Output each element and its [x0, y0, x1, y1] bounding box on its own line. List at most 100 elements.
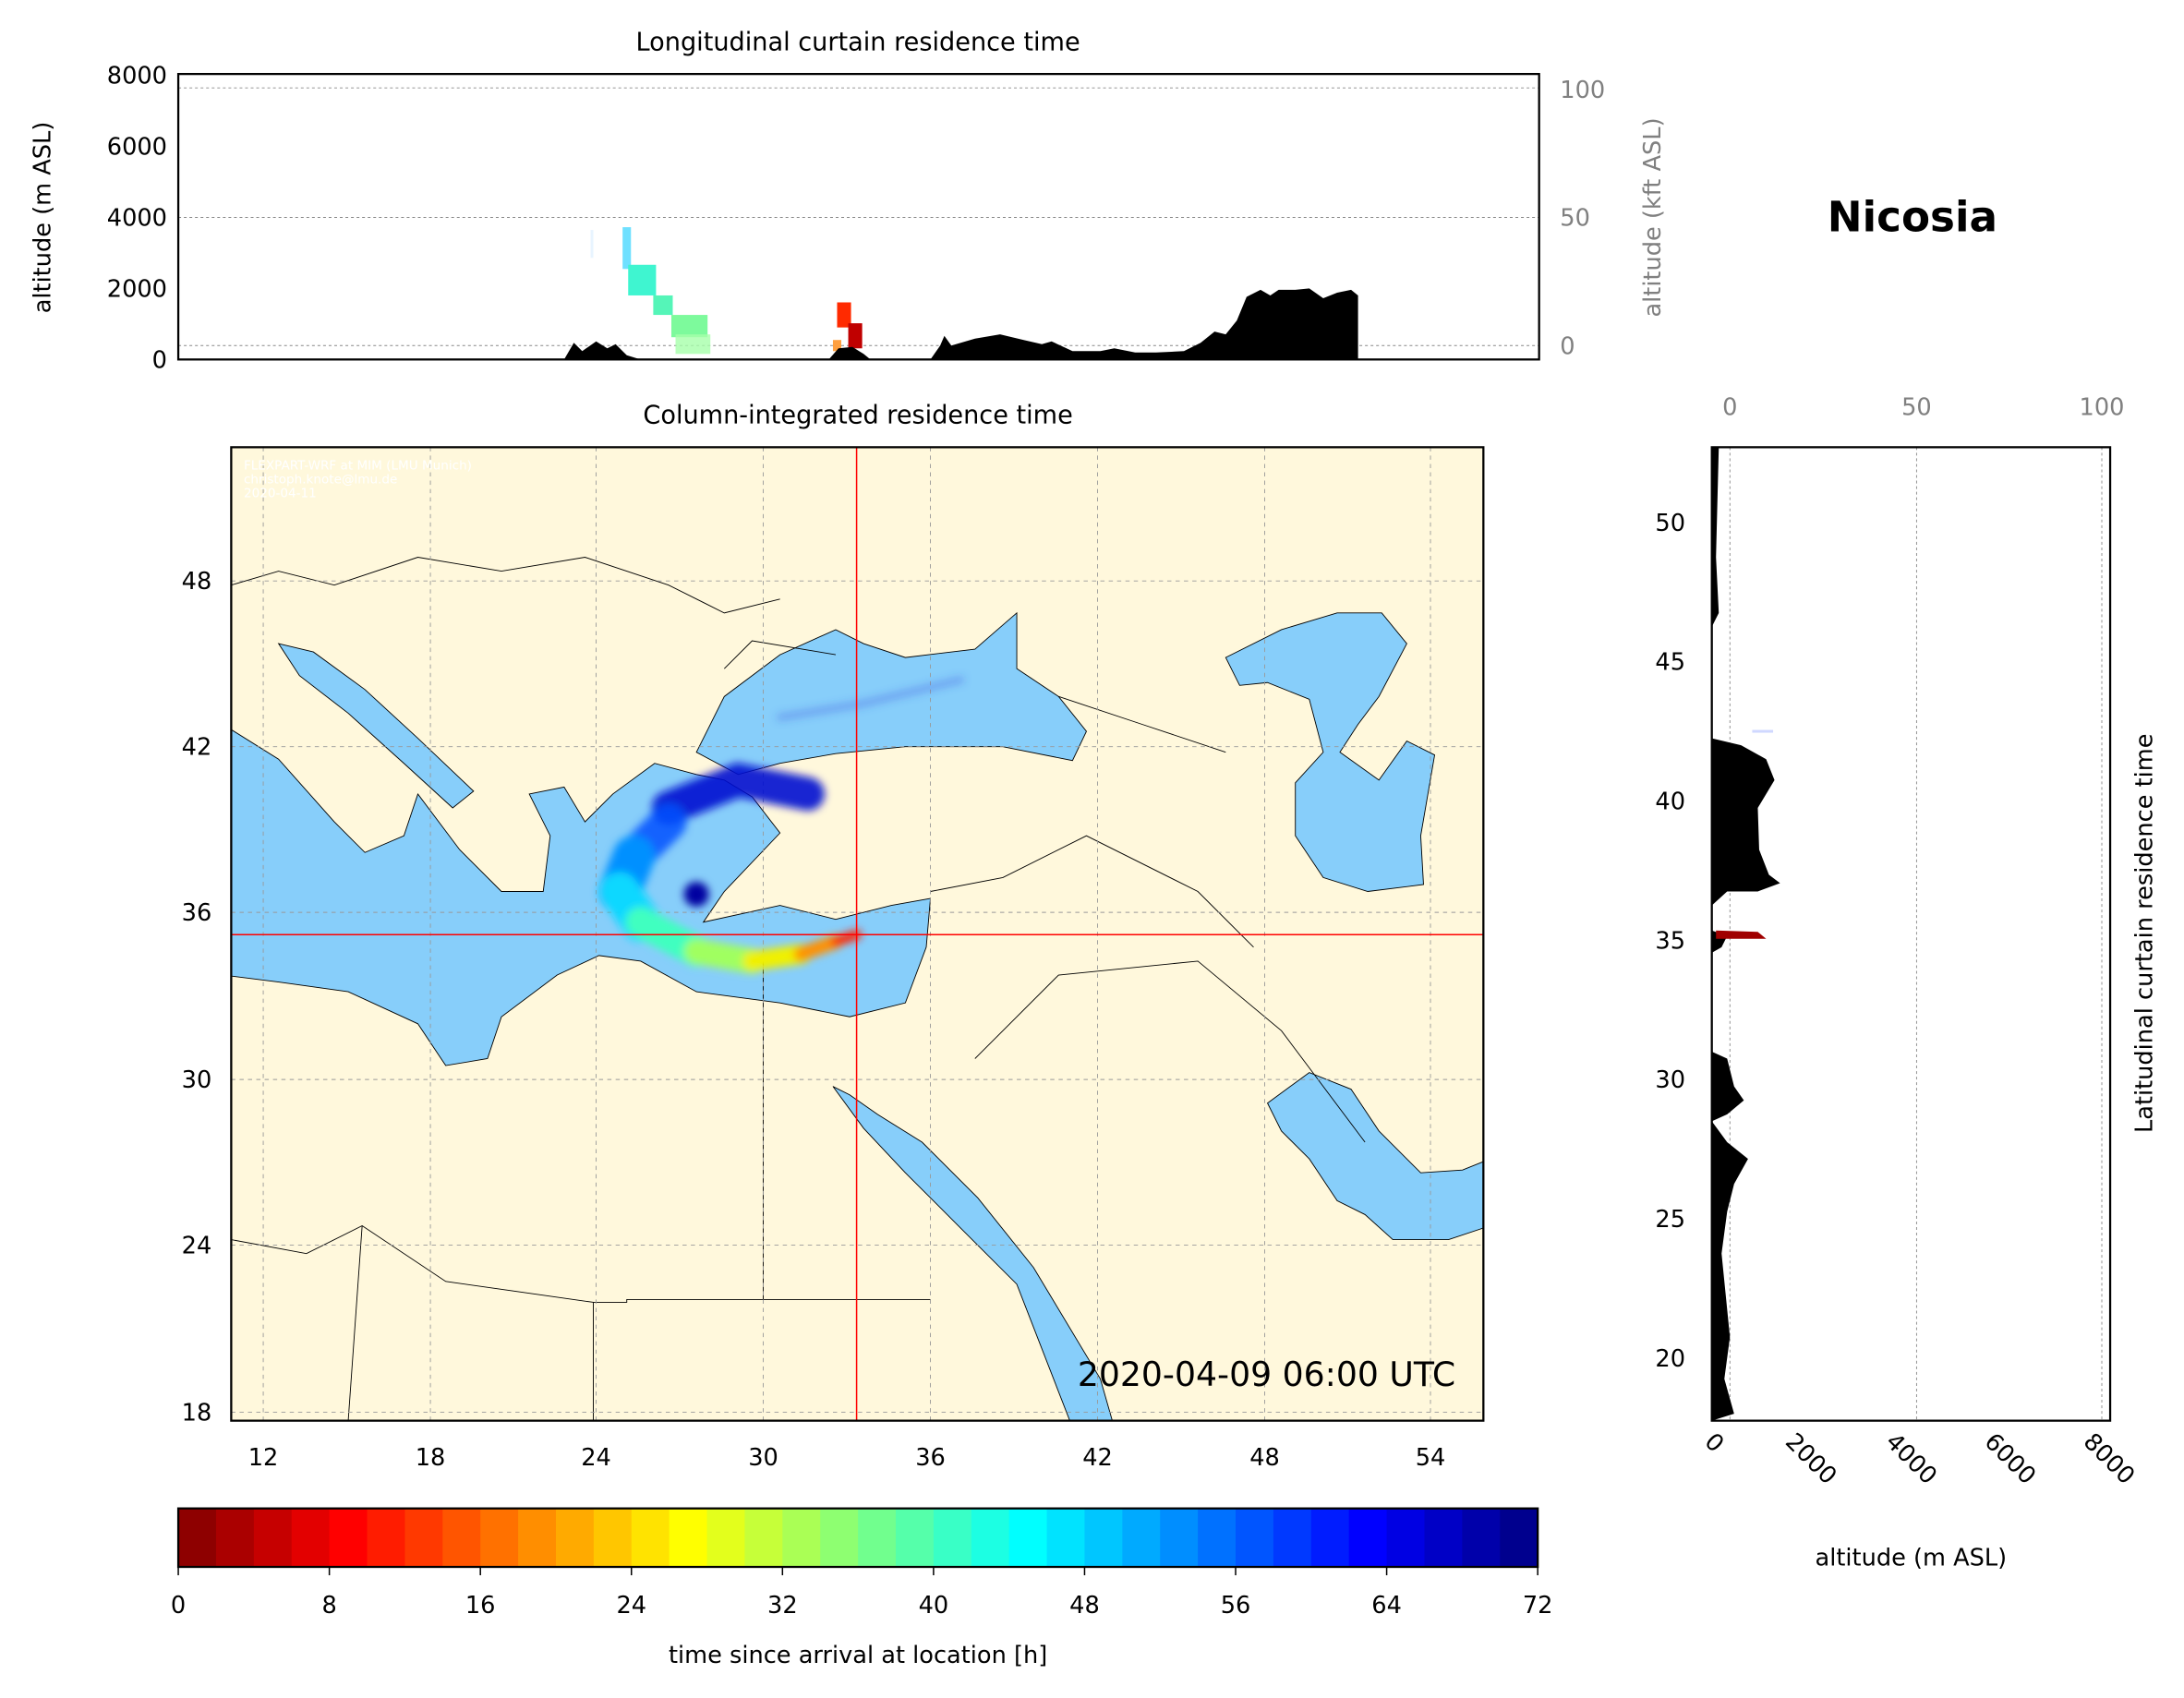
right-top-xticks: 0 50 100 [1722, 394, 2124, 422]
colorbar-segment [329, 1508, 368, 1568]
top-left-yticks: 0 2000 4000 6000 8000 [107, 63, 167, 375]
svg-text:6000: 6000 [1979, 1428, 2041, 1490]
svg-text:100: 100 [2080, 394, 2125, 422]
colorbar-tick-label: 24 [616, 1592, 646, 1620]
adriatic-sea [277, 643, 475, 809]
svg-text:6000: 6000 [107, 134, 167, 162]
svg-text:40: 40 [1655, 789, 1685, 816]
caspian-sea [1225, 612, 1436, 892]
svg-text:50: 50 [1901, 394, 1932, 422]
svg-text:20: 20 [1655, 1345, 1685, 1373]
svg-text:12: 12 [248, 1444, 279, 1472]
right-xlabel: altitude (m ASL) [1816, 1545, 2008, 1572]
top-ylabel: altitude (m ASL) [29, 122, 56, 314]
svg-text:0: 0 [1560, 332, 1575, 360]
colorbar-tick-label: 48 [1069, 1592, 1100, 1620]
svg-text:36: 36 [915, 1444, 946, 1472]
colorbar-segment [518, 1508, 557, 1568]
colorbar-segment [480, 1508, 519, 1568]
latitudinal-curtain-panel: 20 25 30 35 40 45 50 0 50 100 0 2000 400… [1655, 394, 2158, 1572]
colorbar-segment [971, 1508, 1010, 1568]
colorbar-segment [555, 1508, 595, 1568]
map-xticks: 12 18 24 30 36 42 48 54 [248, 1444, 1446, 1472]
colorbar-segment [933, 1508, 972, 1568]
svg-text:42: 42 [1082, 1444, 1113, 1472]
colorbar-segment [1008, 1508, 1048, 1568]
colorbar-segment [782, 1508, 821, 1568]
colorbar-segment [744, 1508, 784, 1568]
colorbar-segment [404, 1508, 444, 1568]
colorbar-segment [1348, 1508, 1388, 1568]
persian-gulf [1266, 1072, 1484, 1241]
svg-text:0: 0 [1699, 1428, 1730, 1459]
svg-text:30: 30 [748, 1444, 778, 1472]
location-title: Nicosia [1828, 193, 1997, 242]
residence-plume [598, 676, 965, 974]
colorbar-tick-label: 72 [1523, 1592, 1553, 1620]
svg-text:24: 24 [581, 1444, 611, 1472]
svg-text:100: 100 [1560, 77, 1605, 104]
svg-text:42: 42 [182, 734, 212, 762]
svg-text:30: 30 [1655, 1066, 1685, 1094]
svg-text:18: 18 [182, 1400, 212, 1427]
colorbar-segment [706, 1508, 746, 1568]
colorbar-segment [1122, 1508, 1161, 1568]
mediterranean-sea [231, 729, 932, 1066]
colorbar-segment [1500, 1508, 1538, 1568]
colorbar-tick-label: 64 [1371, 1592, 1402, 1620]
colorbar-segment [1236, 1508, 1274, 1568]
colorbar-tick-label: 8 [321, 1592, 336, 1620]
right-axes-frame [1710, 446, 2112, 1422]
right-terrain [1711, 447, 1780, 1421]
right-title: Latitudinal curtain residence time [2130, 733, 2158, 1133]
svg-text:18: 18 [416, 1444, 446, 1472]
colorbar-tick-label: 40 [919, 1592, 949, 1620]
top-terrain [563, 288, 1358, 360]
svg-text:2000: 2000 [1780, 1428, 1841, 1490]
svg-text:50: 50 [1655, 510, 1685, 537]
colorbar-segment [669, 1508, 708, 1568]
svg-text:christoph.knote@lmu.de: christoph.knote@lmu.de [244, 473, 397, 488]
svg-text:54: 54 [1416, 1444, 1446, 1472]
colorbar-segment [1084, 1508, 1124, 1568]
colorbar-segment [858, 1508, 897, 1568]
colorbar: 0 8 16 24 32 40 48 56 64 72 time since arrival at… [171, 1507, 1553, 1669]
colorbar-segment [291, 1508, 331, 1568]
svg-text:0: 0 [1722, 394, 1737, 422]
water-bodies [231, 611, 1484, 1421]
map-title: Column-integrated residence time [643, 402, 1072, 430]
colorbar-segment [895, 1508, 935, 1568]
svg-text:35: 35 [1655, 927, 1685, 955]
svg-text:2020-04-11: 2020-04-11 [244, 487, 317, 501]
colorbar-segment [631, 1508, 670, 1568]
colorbar-segment [442, 1508, 481, 1568]
right-residence-cell-red [1716, 930, 1767, 939]
timestamp: 2020-04-09 06:00 UTC [1078, 1355, 1455, 1394]
colorbar-tick-label: 0 [171, 1592, 186, 1620]
credit-text: FLEXPART-WRF at MIM (LMU Munich) christo… [244, 458, 472, 500]
svg-text:2000: 2000 [107, 275, 167, 303]
colorbar-segment [1386, 1508, 1426, 1568]
colorbar-ticks: 0 8 16 24 32 40 48 56 64 72 [171, 1567, 1553, 1620]
colorbar-segment [1198, 1508, 1237, 1568]
svg-text:48: 48 [182, 568, 212, 596]
colorbar-label: time since arrival at location [h] [669, 1642, 1047, 1669]
top-right-yticks: 0 50 100 [1560, 77, 1605, 361]
svg-text:24: 24 [182, 1233, 212, 1260]
location-crosshair [231, 447, 1484, 1421]
svg-text:50: 50 [1560, 205, 1590, 233]
svg-text:FLEXPART-WRF at MIM (LMU Munic: FLEXPART-WRF at MIM (LMU Munich) [244, 458, 472, 473]
svg-text:36: 36 [182, 899, 212, 927]
map-yticks: 18 24 30 36 42 48 [182, 568, 212, 1427]
colorbar-tick-label: 56 [1221, 1592, 1251, 1620]
colorbar-tick-label: 16 [465, 1592, 496, 1620]
colorbar-segment [820, 1508, 859, 1568]
top-residence-cells [590, 227, 863, 355]
colorbar-segment [1160, 1508, 1199, 1568]
colorbar-segments [178, 1508, 1538, 1568]
colorbar-segment [1424, 1508, 1464, 1568]
top-ylabel-right: altitude (kft ASL) [1639, 117, 1667, 317]
colorbar-segment [1273, 1508, 1312, 1568]
svg-text:8000: 8000 [107, 63, 167, 90]
svg-text:45: 45 [1655, 649, 1685, 677]
